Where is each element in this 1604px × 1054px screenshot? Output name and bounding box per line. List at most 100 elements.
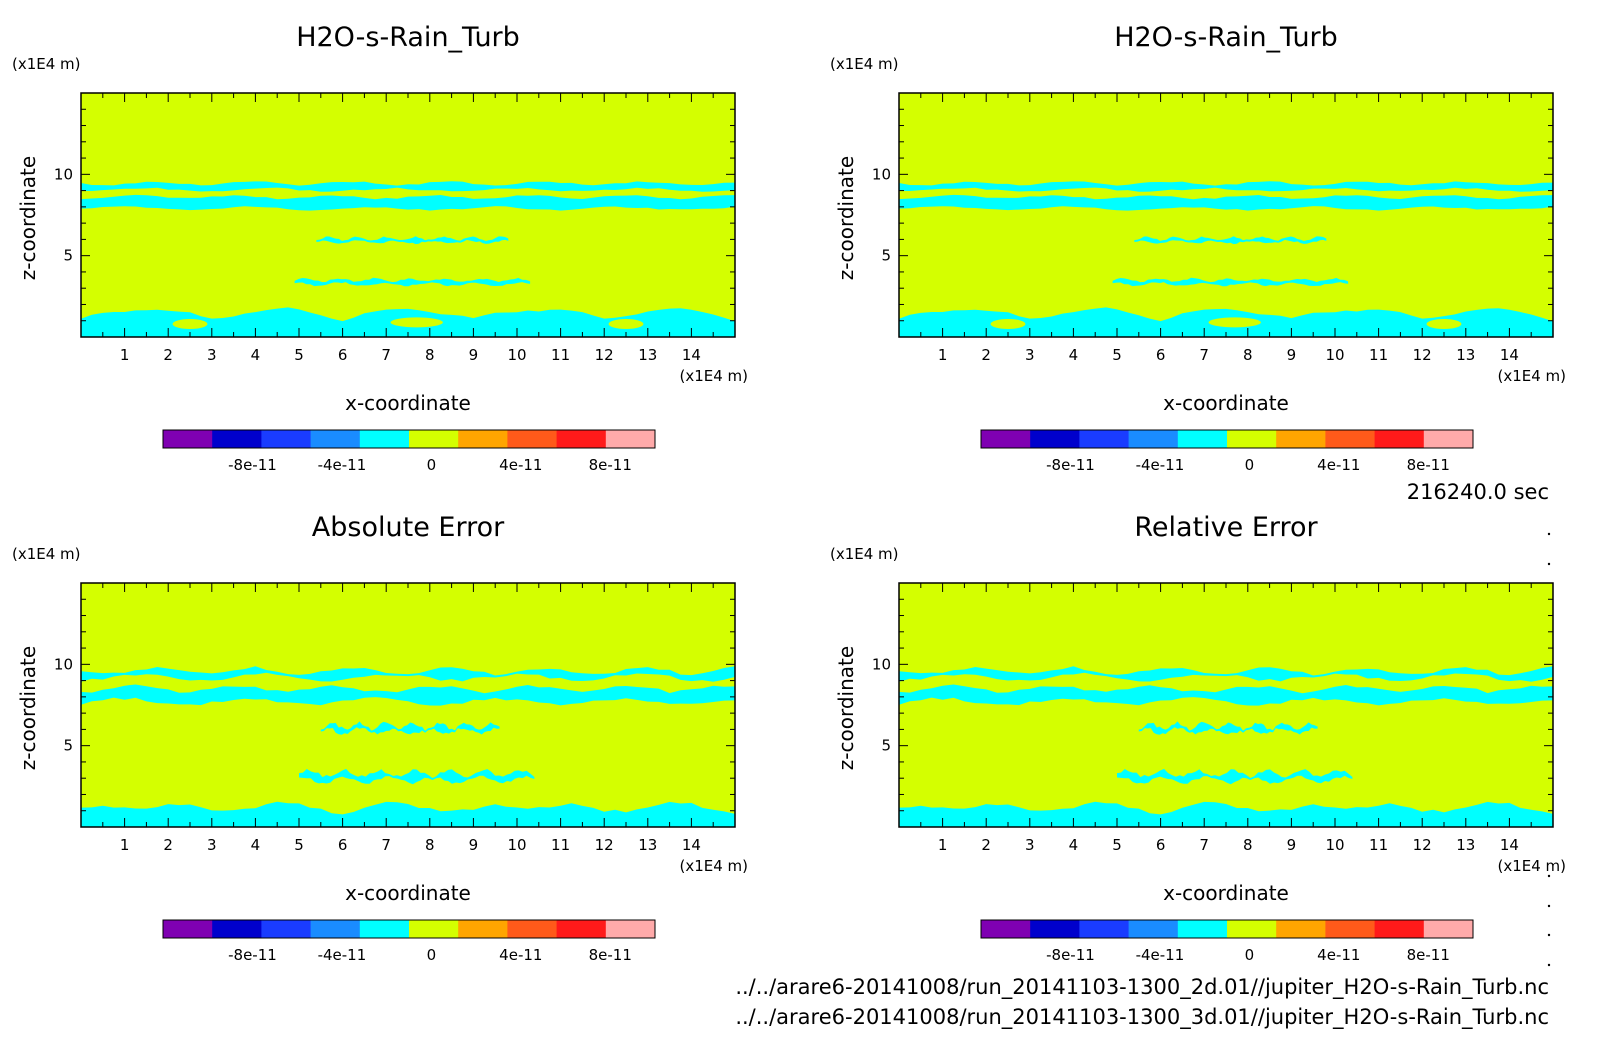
x-unit-label: (x1E4 m) [1497, 367, 1566, 385]
x-tick-label: 1 [938, 836, 948, 854]
field-island [1426, 318, 1462, 329]
chart-panel-2: H2O-s-Rain_Turb(x1E4 m)1 2 3 4 5 6 7 8 9 10 11 12 13… [830, 22, 1566, 474]
colorbar-tick-label: -4e-11 [1136, 946, 1185, 964]
colorbar-segment [507, 430, 558, 448]
contour-band [81, 684, 735, 706]
time-label: 216240.0 sec [1407, 480, 1549, 504]
colorbar-frame [162, 919, 656, 939]
x-tick-label: 7 [1199, 346, 1209, 364]
chart-panel-1: H2O-s-Rain_Turb(x1E4 m)1 2 3 4 5 6 7 8 9 10 11 12 13… [12, 22, 748, 474]
contour-band [899, 666, 1553, 682]
colorbar-segment [605, 430, 656, 448]
colorbar-tick-label: -8e-11 [1046, 946, 1095, 964]
colorbar-segment [981, 430, 1031, 448]
y-unit-label: (x1E4 m) [830, 545, 899, 563]
x-axis-label: x-coordinate [1163, 391, 1289, 415]
y-tick-label: 5 [63, 247, 73, 265]
contour-band [81, 194, 735, 211]
x-tick-label: 11 [551, 346, 570, 364]
margin-dot [1547, 562, 1551, 566]
colorbar-segment [212, 920, 262, 938]
colorbar: -8e-11 -4e-11 0 4e-11 8e-11 [980, 429, 1474, 474]
y-tick-label: 10 [872, 165, 891, 183]
colorbar-segment [1177, 920, 1228, 938]
x-tick-label: 14 [682, 346, 701, 364]
contour-band [1138, 721, 1318, 735]
x-tick-label: 14 [682, 836, 701, 854]
chart-title: Absolute Error [312, 512, 505, 543]
contour-band [899, 181, 1553, 192]
x-tick-label: 2 [163, 836, 173, 854]
x-tick-label: 4 [251, 346, 261, 364]
y-axis-label: z-coordinate [16, 156, 40, 280]
colorbar-tick-label: -4e-11 [318, 946, 367, 964]
x-tick-label: 8 [425, 836, 435, 854]
colorbar-tick-label: 8e-11 [1407, 946, 1450, 964]
colorbar-tick-label: 4e-11 [1317, 456, 1360, 474]
x-tick-label: 9 [1287, 346, 1297, 364]
x-tick-label: 8 [1243, 346, 1253, 364]
colorbar-tick-label: 8e-11 [589, 456, 632, 474]
x-tick-label: 5 [294, 346, 304, 364]
y-tick-label: 10 [54, 655, 73, 673]
x-tick-label: 6 [338, 346, 348, 364]
colorbar-segment [1325, 920, 1376, 938]
colorbar-segment [1227, 430, 1277, 448]
colorbar-tick-label: 0 [1245, 456, 1255, 474]
contour-band [81, 801, 735, 827]
colorbar-tick-label: -8e-11 [228, 456, 277, 474]
colorbar-segment [1325, 430, 1376, 448]
colorbar-tick-label: 4e-11 [499, 456, 542, 474]
colorbar-segment [458, 430, 508, 448]
field-island [608, 318, 644, 329]
y-tick-label: 10 [54, 165, 73, 183]
colorbar-segment [261, 920, 312, 938]
colorbar-tick-label: 8e-11 [1407, 456, 1450, 474]
x-tick-label: 1 [938, 346, 948, 364]
x-tick-label: 4 [1069, 836, 1079, 854]
colorbar-segment [163, 920, 213, 938]
x-tick-label: 11 [551, 836, 570, 854]
x-tick-label: 7 [1199, 836, 1209, 854]
x-unit-label: (x1E4 m) [1497, 857, 1566, 875]
contour-band [1117, 768, 1353, 785]
colorbar-segment [556, 430, 607, 448]
x-tick-label: 3 [207, 836, 217, 854]
colorbar-frame [980, 429, 1474, 449]
x-tick-label: 8 [1243, 836, 1253, 854]
colorbar: -8e-11 -4e-11 0 4e-11 8e-11 [162, 429, 656, 474]
x-tick-label: 10 [507, 346, 526, 364]
x-tick-label: 7 [381, 836, 391, 854]
x-tick-label: 7 [381, 346, 391, 364]
colorbar-tick-label: -4e-11 [318, 456, 367, 474]
x-tick-label: 13 [638, 346, 657, 364]
colorbar-segment [981, 920, 1031, 938]
x-tick-label: 5 [294, 836, 304, 854]
x-tick-label: 10 [1325, 836, 1344, 854]
x-tick-label: 13 [1456, 836, 1475, 854]
field-island [1208, 317, 1261, 328]
colorbar: -8e-11 -4e-11 0 4e-11 8e-11 [980, 919, 1474, 964]
colorbar-segment [1423, 920, 1474, 938]
colorbar-segment [1423, 430, 1474, 448]
x-tick-label: 1 [120, 836, 130, 854]
contour-band [316, 236, 509, 245]
colorbar-segment [359, 920, 410, 938]
x-tick-label: 13 [638, 836, 657, 854]
colorbar-tick-label: 4e-11 [499, 946, 542, 964]
colorbar-segment [1227, 920, 1277, 938]
chart-title: H2O-s-Rain_Turb [1114, 22, 1338, 53]
contour-band [294, 277, 531, 287]
chart-panel-3: Absolute Error(x1E4 m)1 2 3 4 5 6 7 8 9 10 11 12 13 1… [12, 512, 748, 964]
colorbar-segment [212, 430, 262, 448]
x-axis-label: x-coordinate [345, 391, 471, 415]
x-tick-label: 12 [1413, 346, 1432, 364]
chart-panel-4: Relative Error(x1E4 m)1 2 3 4 5 6 7 8 9 10 11 12 13 1… [830, 512, 1566, 964]
colorbar-segment [261, 430, 312, 448]
field-background [899, 93, 1553, 337]
contour-band [81, 181, 735, 192]
margin-dot [1547, 933, 1551, 937]
x-tick-label: 12 [595, 836, 614, 854]
colorbar-segment [1030, 920, 1080, 938]
